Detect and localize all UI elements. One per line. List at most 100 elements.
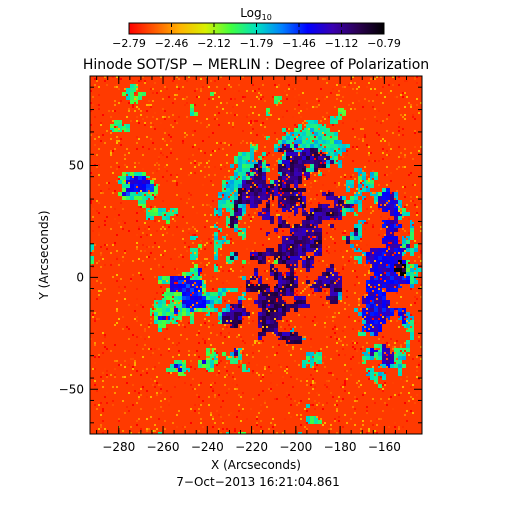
heatmap-cell (150, 212, 154, 216)
heatmap-cell (386, 236, 390, 240)
heatmap-cell (386, 256, 390, 260)
heatmap-cell (200, 382, 202, 384)
heatmap-cell (258, 342, 260, 344)
heatmap-cell (242, 188, 244, 190)
heatmap-cell (154, 366, 156, 368)
heatmap-cell (302, 336, 304, 338)
heatmap-cell (370, 324, 372, 326)
heatmap-cell (190, 308, 194, 312)
heatmap-cell (312, 230, 314, 232)
heatmap-cell (230, 412, 232, 414)
heatmap-cell (286, 140, 290, 144)
heatmap-cell (276, 300, 278, 302)
heatmap-cell (120, 138, 122, 140)
heatmap-cell (360, 222, 362, 224)
heatmap-cell (186, 134, 188, 136)
heatmap-cell (352, 128, 354, 130)
heatmap-cell (408, 102, 410, 104)
heatmap-cell (286, 98, 288, 100)
heatmap-cell (390, 200, 394, 204)
heatmap-cell (262, 184, 266, 188)
heatmap-cell (216, 356, 218, 358)
heatmap-cell (102, 342, 104, 344)
heatmap-cell (402, 166, 404, 168)
heatmap-cell (136, 88, 138, 90)
heatmap-cell (282, 312, 286, 316)
heatmap-cell (228, 388, 230, 390)
heatmap-cell (328, 246, 330, 248)
heatmap-cell (318, 360, 322, 364)
heatmap-cell (166, 228, 168, 230)
heatmap-cell (222, 270, 224, 272)
heatmap-cell (372, 178, 374, 180)
x-tick-label: −240 (191, 440, 224, 454)
heatmap-cell (186, 288, 190, 292)
heatmap-cell (194, 292, 198, 296)
heatmap-cell (262, 212, 264, 214)
heatmap-cell (90, 108, 92, 110)
heatmap-cell (142, 154, 144, 156)
heatmap-cell (276, 104, 278, 106)
heatmap-cell (218, 204, 222, 208)
heatmap-cell (214, 292, 218, 296)
heatmap-cell (366, 252, 370, 256)
heatmap-cell (228, 216, 230, 218)
heatmap-cell (390, 192, 392, 194)
heatmap-cell (114, 190, 116, 192)
heatmap-cell (366, 348, 370, 352)
heatmap-cell (198, 148, 200, 150)
heatmap-cell (266, 406, 268, 408)
heatmap-cell (306, 268, 310, 272)
heatmap-cell (326, 136, 330, 140)
y-tick-label: 0 (76, 270, 84, 284)
heatmap-cell (410, 266, 412, 268)
heatmap-cell (318, 228, 322, 232)
heatmap-cell (238, 176, 240, 178)
heatmap-cell (306, 240, 310, 244)
heatmap-cell (378, 292, 382, 296)
heatmap-cell (208, 98, 210, 100)
heatmap-cell (356, 400, 358, 402)
heatmap-cell (182, 284, 186, 288)
heatmap-cell (218, 428, 220, 430)
heatmap-cell (212, 388, 214, 390)
heatmap-cell (164, 118, 166, 120)
heatmap-cell (154, 178, 156, 180)
heatmap-cell (182, 256, 184, 258)
heatmap-cell (218, 216, 220, 218)
heatmap-cell (256, 120, 258, 122)
heatmap-cell (298, 240, 302, 244)
heatmap-cell (238, 184, 242, 188)
heatmap-cell (372, 170, 374, 172)
heatmap-cell (204, 318, 206, 320)
heatmap-cell (258, 336, 262, 340)
heatmap-cell (218, 270, 220, 272)
heatmap-cell (294, 248, 298, 252)
heatmap-cell (266, 188, 270, 192)
heatmap-cell (138, 228, 140, 230)
heatmap-cell (258, 200, 262, 204)
heatmap-cell (244, 96, 246, 98)
heatmap-cell (152, 124, 154, 126)
heatmap-cell (164, 338, 166, 340)
heatmap-cell (374, 328, 378, 332)
heatmap-cell (310, 186, 312, 188)
heatmap-cell (420, 190, 422, 192)
heatmap-cell (292, 386, 294, 388)
heatmap-cell (160, 76, 162, 78)
heatmap-cell (282, 154, 284, 156)
heatmap-cell (412, 412, 414, 414)
heatmap-cell (332, 396, 334, 398)
heatmap-cell (306, 232, 310, 236)
heatmap-cell (398, 352, 402, 356)
heatmap-cell (170, 152, 172, 154)
heatmap-cell (276, 384, 278, 386)
heatmap-cell (370, 376, 374, 380)
heatmap-cell (314, 160, 318, 164)
heatmap-cell (344, 336, 346, 338)
heatmap-cell (262, 340, 264, 342)
heatmap-cell (398, 256, 402, 260)
heatmap-cell (410, 104, 412, 106)
heatmap-cell (192, 388, 194, 390)
heatmap-cell (124, 298, 126, 300)
